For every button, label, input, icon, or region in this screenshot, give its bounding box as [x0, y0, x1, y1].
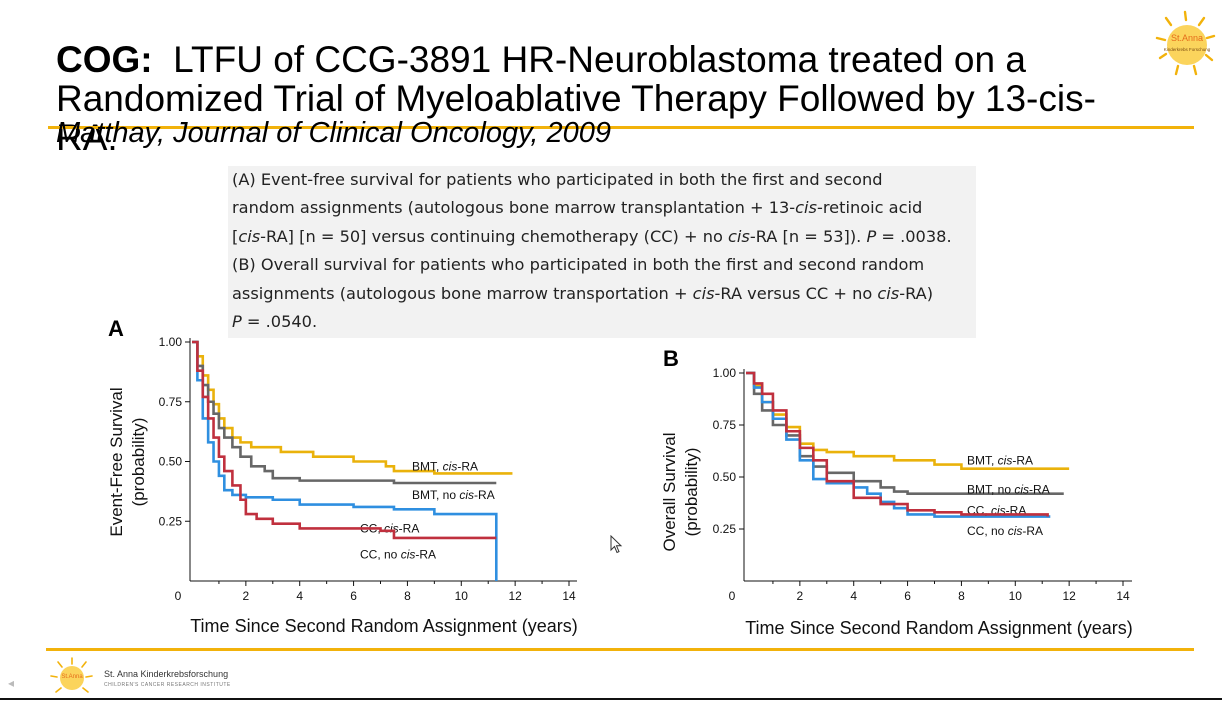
y-tick-label: 0.25 — [713, 522, 737, 536]
y-tick-label: 0.25 — [159, 514, 183, 528]
logo-bottom: St.Anna — [42, 656, 98, 700]
footer-rule — [46, 648, 1194, 651]
survival-curve-cc-no-cisra — [192, 340, 497, 540]
mouse-cursor-icon — [610, 534, 624, 560]
logo-top: St.Anna Kinderkrebs Forschung — [1152, 8, 1222, 80]
x-tick-label: 0 — [175, 589, 182, 603]
x-tick-label: 14 — [1116, 589, 1130, 603]
y-tick-label: 1.00 — [159, 335, 183, 349]
x-tick-label: 12 — [508, 589, 522, 603]
sun-logo-icon: St.Anna Kinderkrebs Forschung — [1155, 10, 1216, 76]
x-tick-label: 14 — [562, 589, 576, 603]
curve-label-cc-no-cisra: CC, no cis-RA — [967, 524, 1043, 538]
y-tick-label: 0.75 — [713, 418, 737, 432]
survival-curve-bmt-no-cisra — [746, 371, 1064, 495]
y-axis-title-unit: (probability) — [682, 448, 701, 537]
y-axis-title-unit: (probability) — [129, 418, 148, 507]
curve-label-bmt-no-cisra: BMT, no cis-RA — [412, 488, 495, 502]
x-tick-label: 4 — [296, 589, 303, 603]
curve-label-bmt-cisra: BMT, cis-RA — [967, 453, 1033, 467]
x-tick-label: 2 — [797, 589, 804, 603]
sun-logo-small-icon: St.Anna — [50, 657, 93, 693]
figure-caption: (A) Event-free survival for patients who… — [228, 166, 976, 338]
title-bold: COG: — [56, 39, 153, 80]
prev-slide-icon[interactable]: ◂ — [8, 676, 15, 690]
citation: Matthay, Journal of Clinical Oncology, 2… — [56, 117, 612, 149]
caption-line: assignments (autologous bone marrow tran… — [232, 283, 934, 303]
title-line1: LTFU of CCG-3891 HR-Neuroblastoma treate… — [173, 39, 1026, 80]
caption-line: random assignments (autologous bone marr… — [232, 198, 923, 218]
x-axis-title: Time Since Second Random Assignment (yea… — [745, 618, 1133, 638]
slide-title: COG: LTFU of CCG-3891 HR-Neuroblastoma t… — [56, 40, 1156, 157]
survival-curve-bmt-no-cisra — [192, 340, 497, 485]
y-tick-label: 0.50 — [713, 470, 737, 484]
survival-curve-cc-no-cisra — [746, 371, 1049, 517]
x-tick-label: 0 — [729, 589, 736, 603]
x-tick-label: 2 — [243, 589, 250, 603]
svg-text:St.Anna: St.Anna — [1171, 33, 1203, 43]
footer-org-subtitle: CHILDREN'S CANCER RESEARCH INSTITUTE — [104, 682, 231, 688]
panel-letter-a: A — [108, 316, 124, 341]
footer-org-name: St. Anna Kinderkrebsforschung — [104, 669, 229, 679]
svg-text:St.Anna: St.Anna — [61, 674, 83, 680]
y-tick-label: 0.75 — [159, 395, 183, 409]
survival-curve-bmt-cisra — [192, 340, 513, 475]
screen-bottom-edge — [0, 698, 1222, 700]
x-tick-label: 12 — [1062, 589, 1076, 603]
x-tick-label: 8 — [958, 589, 965, 603]
caption-line: (A) Event-free survival for patients who… — [232, 170, 883, 189]
caption-line: (B) Overall survival for patients who pa… — [232, 255, 925, 275]
x-tick-label: 10 — [455, 589, 469, 603]
x-tick-label: 4 — [850, 589, 857, 603]
title-line2: Randomized Trial of Myeloablative Therap… — [56, 78, 1096, 158]
svg-text:Kinderkrebs Forschung: Kinderkrebs Forschung — [1164, 47, 1211, 52]
panel-letter-b: B — [663, 346, 679, 371]
x-tick-label: 8 — [404, 589, 411, 603]
curve-label-bmt-cisra: BMT, cis-RA — [412, 459, 478, 473]
caption-line: P = .0540. — [232, 312, 318, 332]
y-tick-label: 1.00 — [713, 366, 737, 380]
y-tick-label: 0.50 — [159, 455, 183, 469]
curve-label-bmt-no-cisra: BMT, no cis-RA — [967, 482, 1050, 496]
survival-curve-cc-cisra — [192, 340, 498, 581]
title-rule — [48, 126, 1194, 129]
y-axis-title: Event-Free Survival — [107, 387, 126, 536]
x-tick-label: 10 — [1009, 589, 1023, 603]
x-tick-label: 6 — [904, 589, 911, 603]
y-axis-title: Overall Survival — [660, 432, 679, 551]
caption-line: [cis-RA] [n = 50] versus continuing chem… — [232, 226, 952, 246]
x-axis-title: Time Since Second Random Assignment (yea… — [190, 616, 578, 636]
x-tick-label: 6 — [350, 589, 357, 603]
curve-label-cc-no-cisra: CC, no cis-RA — [360, 548, 436, 562]
